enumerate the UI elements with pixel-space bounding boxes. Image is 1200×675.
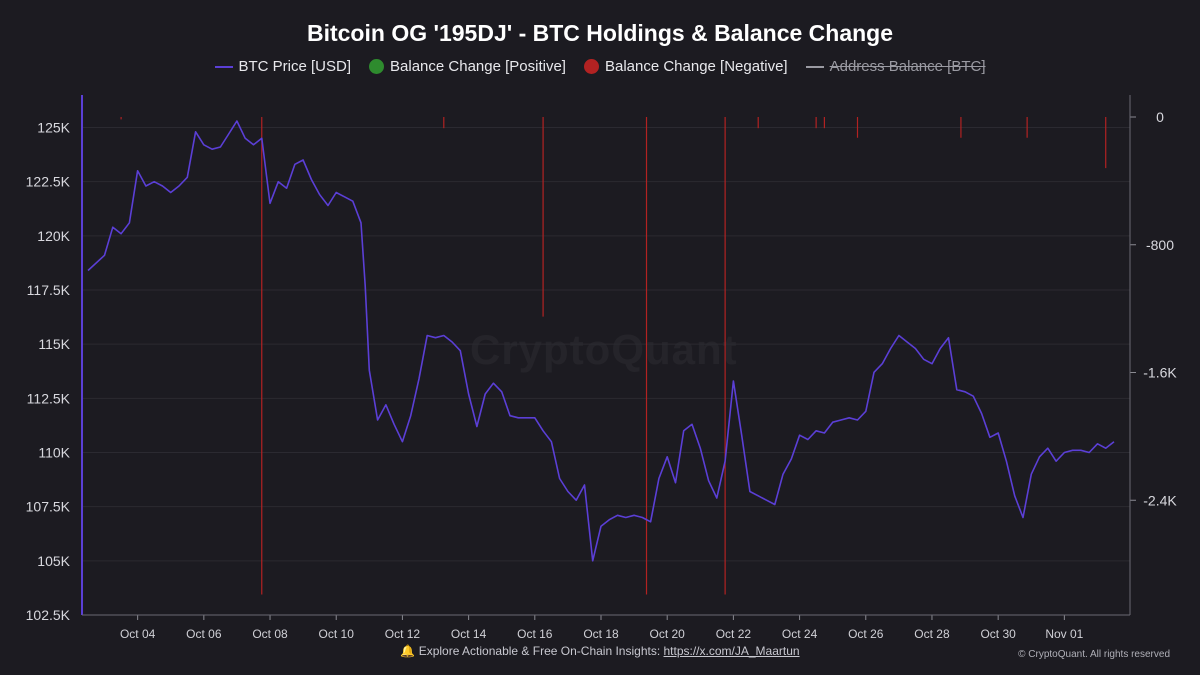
- y-left-tick-label: 105K: [37, 553, 70, 569]
- x-tick-label: Oct 24: [782, 627, 818, 641]
- y-left-tick-label: 112.5K: [27, 390, 71, 406]
- legend-item-address-balance[interactable]: Address Balance [BTC]: [805, 58, 986, 75]
- y-left-tick-label: 117.5K: [27, 282, 71, 298]
- x-tick-label: Oct 18: [583, 627, 619, 641]
- legend-label-balance-positive: Balance Change [Positive]: [390, 58, 566, 75]
- x-tick-label: Oct 14: [451, 627, 487, 641]
- x-tick-label: Oct 04: [120, 627, 156, 641]
- axes: 125K 122.5K 120K 117.5K 115K 112.5K 110K 107.5K…: [26, 95, 1177, 641]
- x-tick-label: Oct 22: [716, 627, 752, 641]
- y-left-tick-label: 122.5K: [26, 174, 71, 190]
- balance-change-bars: [120, 117, 1107, 595]
- y-right-tick-label: 0: [1156, 109, 1164, 125]
- y-right-tick-label: -1.6K: [1143, 365, 1177, 381]
- legend: BTC Price [USD] Balance Change [Positive…: [0, 58, 1200, 75]
- footer: 🔔 Explore Actionable & Free On-Chain Ins…: [0, 644, 1200, 658]
- btc-price-line-group: [87, 120, 1115, 562]
- x-tick-label: Oct 12: [385, 627, 421, 641]
- btc-price-line: [87, 120, 1115, 562]
- x-tick-label: Oct 16: [517, 627, 553, 641]
- legend-swatch-address-balance: [805, 65, 824, 68]
- legend-swatch-balance-negative: [583, 59, 599, 74]
- footer-text: 🔔 Explore Actionable & Free On-Chain Ins…: [400, 644, 664, 658]
- y-left-tick-label: 125K: [37, 120, 70, 136]
- y-left-tick-label: 102.5K: [26, 607, 71, 623]
- y-left-tick-label: 107.5K: [26, 499, 71, 515]
- x-tick-label: Oct 30: [980, 627, 1016, 641]
- y-left-tick-label: 120K: [37, 228, 70, 244]
- legend-item-btc-price[interactable]: BTC Price [USD]: [214, 58, 352, 75]
- footer-link[interactable]: https://x.com/JA_Maartun: [663, 644, 800, 658]
- y-left-tick-label: 110K: [38, 445, 70, 461]
- x-tick-label: Oct 06: [186, 627, 222, 641]
- watermark: CryptoQuant: [470, 326, 738, 374]
- x-tick-label: Nov 01: [1045, 627, 1083, 641]
- copyright: © CryptoQuant. All rights reserved: [1018, 649, 1170, 660]
- x-tick-label: Oct 26: [848, 627, 884, 641]
- legend-label-address-balance: Address Balance [BTC]: [829, 58, 986, 75]
- x-tick-label: Oct 10: [319, 627, 355, 641]
- legend-item-balance-negative[interactable]: Balance Change [Negative]: [583, 58, 788, 75]
- legend-swatch-btc-price: [214, 65, 233, 68]
- legend-swatch-balance-positive: [369, 59, 385, 74]
- y-right-tick-label: -800: [1146, 237, 1174, 253]
- y-left-tick-label: 115K: [38, 336, 70, 352]
- x-tick-label: Oct 20: [650, 627, 686, 641]
- chart-title: Bitcoin OG '195DJ' - BTC Holdings & Bala…: [306, 20, 894, 46]
- grid-lines: [82, 127, 1130, 616]
- x-tick-label: Oct 08: [252, 627, 288, 641]
- legend-item-balance-positive[interactable]: Balance Change [Positive]: [369, 58, 566, 75]
- legend-label-balance-negative: Balance Change [Negative]: [604, 58, 788, 75]
- legend-label-btc-price: BTC Price [USD]: [238, 58, 352, 75]
- y-right-tick-label: -2.4K: [1143, 492, 1177, 508]
- x-tick-label: Oct 28: [914, 627, 950, 641]
